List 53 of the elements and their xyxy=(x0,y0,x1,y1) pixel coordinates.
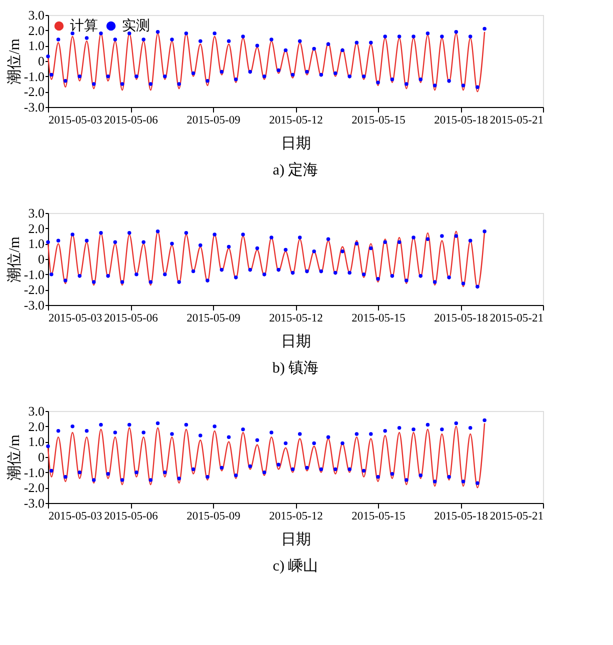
y-tick-label: -3.0 xyxy=(24,496,44,510)
y-tick-label: 2.0 xyxy=(28,22,44,38)
y-tick-label: 1.0 xyxy=(28,38,44,54)
x-tick-label: 2015-05-18 xyxy=(434,312,488,324)
x-axis-title: 日期 xyxy=(281,135,311,152)
y-axis-title: 潮位/m xyxy=(6,236,23,282)
y-tick-label: 0 xyxy=(38,252,44,266)
y-tick-label: 3.0 xyxy=(28,8,44,22)
legend-label: 计算 xyxy=(70,18,98,34)
y-tick-label: 3.0 xyxy=(28,206,44,220)
x-tick-label: 2015-05-03 xyxy=(48,312,102,324)
y-tick-label: 2.0 xyxy=(28,220,44,236)
x-axis-title: 日期 xyxy=(281,333,311,350)
y-tick-label: 3.0 xyxy=(28,404,44,418)
x-tick-label: 2015-05-06 xyxy=(104,312,158,324)
y-tick-label: -2.0 xyxy=(24,480,44,496)
y-tick-label: -3.0 xyxy=(24,298,44,312)
x-tick-label: 2015-05-09 xyxy=(186,312,241,324)
y-tick-label: -2.0 xyxy=(24,282,44,298)
x-axis-title: 日期 xyxy=(281,531,311,548)
x-tick-label: 2015-05-18 xyxy=(434,510,488,522)
y-tick-label: -3.0 xyxy=(24,100,44,114)
text: c) 嵊山 xyxy=(272,558,318,574)
text: a) 定海 xyxy=(272,162,318,178)
x-tick-label: 2015-05-12 xyxy=(269,510,324,522)
x-tick-label: 2015-05-21 xyxy=(490,510,544,522)
y-tick-label: 1.0 xyxy=(28,236,44,252)
y-tick-label: -1.0 xyxy=(24,266,44,282)
y-tick-label: 2.0 xyxy=(28,418,44,434)
x-tick-label: 2015-05-21 xyxy=(490,312,544,324)
y-tick-label: -1.0 xyxy=(24,68,44,84)
x-tick-label: 2015-05-03 xyxy=(48,114,102,126)
x-tick-label: 2015-05-06 xyxy=(104,114,158,126)
y-axis-title: 潮位/m xyxy=(6,38,23,84)
x-tick-label: 2015-05-06 xyxy=(104,510,158,522)
y-tick-label: 1.0 xyxy=(28,434,44,450)
y-axis-title: 潮位/m xyxy=(6,434,23,480)
y-tick-label: -1.0 xyxy=(24,464,44,480)
y-tick-label: 0 xyxy=(38,450,44,464)
y-tick-label: 0 xyxy=(38,54,44,68)
x-tick-label: 2015-05-12 xyxy=(269,114,324,126)
legend-label: 实测 xyxy=(122,18,150,34)
x-tick-label: 2015-05-12 xyxy=(269,312,324,324)
x-tick-label: 2015-05-15 xyxy=(352,510,406,522)
y-tick-label: -2.0 xyxy=(24,84,44,100)
x-tick-label: 2015-05-21 xyxy=(490,114,544,126)
x-tick-label: 2015-05-09 xyxy=(186,114,241,126)
x-tick-label: 2015-05-15 xyxy=(352,312,406,324)
x-tick-label: 2015-05-03 xyxy=(48,510,102,522)
x-tick-label: 2015-05-18 xyxy=(434,114,488,126)
x-tick-label: 2015-05-09 xyxy=(186,510,241,522)
x-tick-label: 2015-05-15 xyxy=(352,114,406,126)
text: b) 镇海 xyxy=(272,360,319,376)
